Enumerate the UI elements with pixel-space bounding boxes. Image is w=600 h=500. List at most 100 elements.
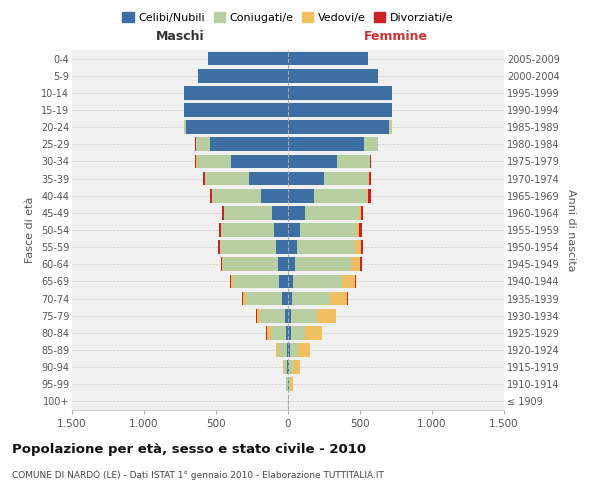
Bar <box>288 223 300 237</box>
Bar <box>368 172 369 185</box>
Bar <box>364 138 377 151</box>
Bar <box>288 360 289 374</box>
Bar <box>285 309 288 322</box>
Bar <box>288 258 295 271</box>
Bar <box>361 206 363 220</box>
Bar <box>208 52 288 66</box>
Bar <box>282 292 288 306</box>
Bar <box>360 258 362 271</box>
Bar <box>337 154 370 168</box>
Bar <box>184 103 288 117</box>
Bar <box>243 292 245 306</box>
Bar <box>184 86 288 100</box>
Bar <box>288 138 364 151</box>
Bar <box>342 274 355 288</box>
Text: COMUNE DI NARDÒ (LE) - Dati ISTAT 1° gennaio 2010 - Elaborazione TUTTITALIA.IT: COMUNE DI NARDÒ (LE) - Dati ISTAT 1° gen… <box>12 469 384 480</box>
Bar <box>289 360 293 374</box>
Bar <box>274 223 288 237</box>
Bar <box>288 274 293 288</box>
Bar <box>305 206 359 220</box>
Bar <box>314 189 367 202</box>
Bar <box>272 206 288 220</box>
Bar <box>288 69 379 82</box>
Bar <box>305 326 322 340</box>
Bar <box>276 240 288 254</box>
Bar <box>287 360 288 374</box>
Bar <box>212 189 262 202</box>
Text: Femmine: Femmine <box>364 30 428 43</box>
Bar <box>300 223 356 237</box>
Bar <box>280 274 288 288</box>
Bar <box>288 52 368 66</box>
Bar <box>288 240 297 254</box>
Bar <box>317 309 335 322</box>
Bar <box>288 309 291 322</box>
Bar <box>286 378 287 391</box>
Y-axis label: Fasce di età: Fasce di età <box>25 197 35 263</box>
Bar <box>276 343 278 357</box>
Bar <box>290 326 305 340</box>
Bar <box>184 120 187 134</box>
Bar <box>369 172 371 185</box>
Bar <box>288 343 290 357</box>
Bar <box>210 189 212 202</box>
Bar <box>221 223 274 237</box>
Bar <box>330 292 347 306</box>
Bar <box>271 326 286 340</box>
Bar <box>290 378 293 391</box>
Bar <box>242 292 243 306</box>
Bar <box>278 258 288 271</box>
Bar <box>278 343 287 357</box>
Bar <box>292 292 330 306</box>
Bar <box>286 326 288 340</box>
Bar <box>291 309 317 322</box>
Text: Maschi: Maschi <box>155 30 205 43</box>
Bar <box>288 292 292 306</box>
Bar <box>266 326 271 340</box>
Bar <box>223 258 278 271</box>
Bar <box>359 223 362 237</box>
Bar <box>262 189 288 202</box>
Bar <box>355 240 361 254</box>
Bar <box>287 343 288 357</box>
Bar <box>297 240 355 254</box>
Y-axis label: Anni di nascita: Anni di nascita <box>566 188 577 271</box>
Bar <box>288 154 337 168</box>
Text: Popolazione per età, sesso e stato civile - 2010: Popolazione per età, sesso e stato civil… <box>12 442 366 456</box>
Bar <box>288 120 389 134</box>
Bar <box>289 378 290 391</box>
Bar <box>198 69 288 82</box>
Bar <box>288 189 314 202</box>
Bar <box>187 120 288 134</box>
Bar <box>352 258 360 271</box>
Bar <box>290 343 298 357</box>
Bar <box>370 154 371 168</box>
Bar <box>283 360 284 374</box>
Bar <box>298 343 310 357</box>
Bar <box>205 172 249 185</box>
Bar <box>245 292 282 306</box>
Bar <box>361 240 363 254</box>
Bar <box>324 172 368 185</box>
Bar <box>221 258 223 271</box>
Bar <box>367 189 368 202</box>
Bar <box>288 172 324 185</box>
Bar <box>257 309 260 322</box>
Bar <box>293 360 300 374</box>
Bar <box>230 274 231 288</box>
Bar <box>284 360 287 374</box>
Bar <box>256 309 257 322</box>
Bar <box>288 206 305 220</box>
Bar <box>231 154 288 168</box>
Bar <box>219 223 221 237</box>
Bar <box>288 86 392 100</box>
Bar <box>196 138 209 151</box>
Legend: Celibi/Nubili, Coniugati/e, Vedovi/e, Divorziati/e: Celibi/Nubili, Coniugati/e, Vedovi/e, Di… <box>118 8 458 28</box>
Bar <box>209 138 288 151</box>
Bar <box>224 206 272 220</box>
Bar <box>220 240 276 254</box>
Bar <box>295 258 352 271</box>
Bar <box>233 274 280 288</box>
Bar <box>218 240 220 254</box>
Bar <box>195 154 196 168</box>
